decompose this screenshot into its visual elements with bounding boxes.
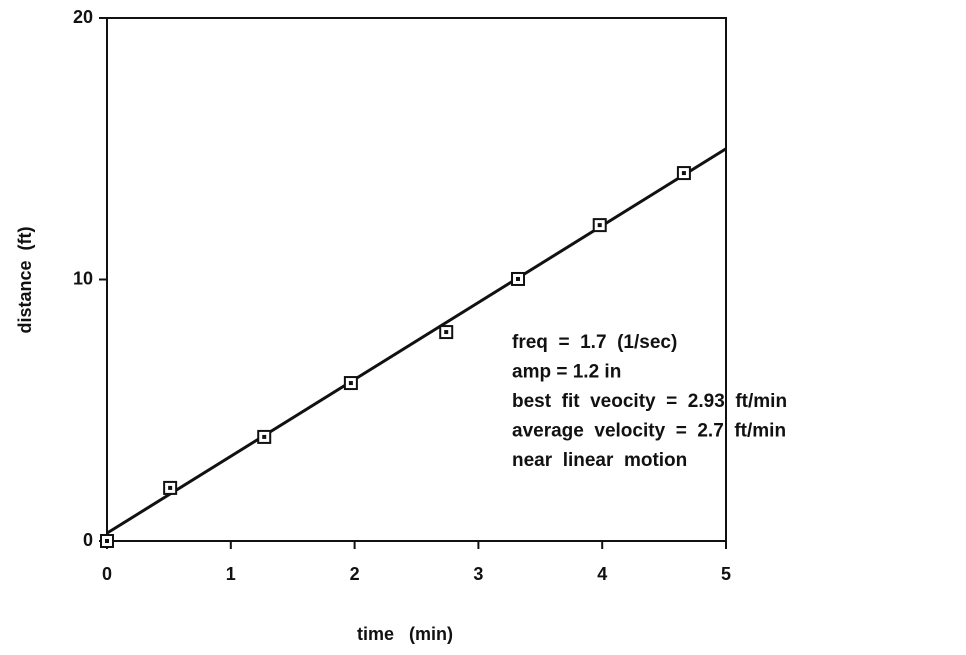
x-tick-label: 0 bbox=[102, 564, 112, 584]
data-point-center bbox=[105, 539, 109, 543]
y-axis-label: distance (ft) bbox=[15, 226, 35, 333]
y-tick-label: 20 bbox=[73, 7, 93, 27]
y-tick-label: 10 bbox=[73, 268, 93, 288]
data-point-center bbox=[168, 485, 173, 490]
data-point-center bbox=[262, 434, 267, 439]
x-tick-label: 1 bbox=[226, 564, 236, 584]
x-tick-label: 3 bbox=[473, 564, 483, 584]
annotation: freq = 1.7 (1/sec) bbox=[512, 332, 677, 353]
x-axis-label: time (min) bbox=[357, 624, 453, 644]
data-point-center bbox=[348, 381, 353, 386]
data-point-center bbox=[597, 223, 602, 228]
annotation: amp = 1.2 in bbox=[512, 362, 621, 383]
annotation: near linear motion bbox=[512, 450, 687, 471]
data-point-center bbox=[516, 276, 521, 281]
annotation: average velocity = 2.7 ft/min bbox=[512, 421, 786, 442]
y-tick-label: 0 bbox=[83, 530, 93, 550]
x-tick-label: 2 bbox=[350, 564, 360, 584]
fit-line bbox=[106, 147, 727, 535]
x-tick-label: 4 bbox=[597, 564, 607, 584]
data-point-center bbox=[681, 171, 686, 176]
x-tick-label: 5 bbox=[721, 564, 731, 584]
annotation: best fit veocity = 2.93 ft/min bbox=[512, 391, 787, 412]
data-point-center bbox=[444, 330, 449, 335]
